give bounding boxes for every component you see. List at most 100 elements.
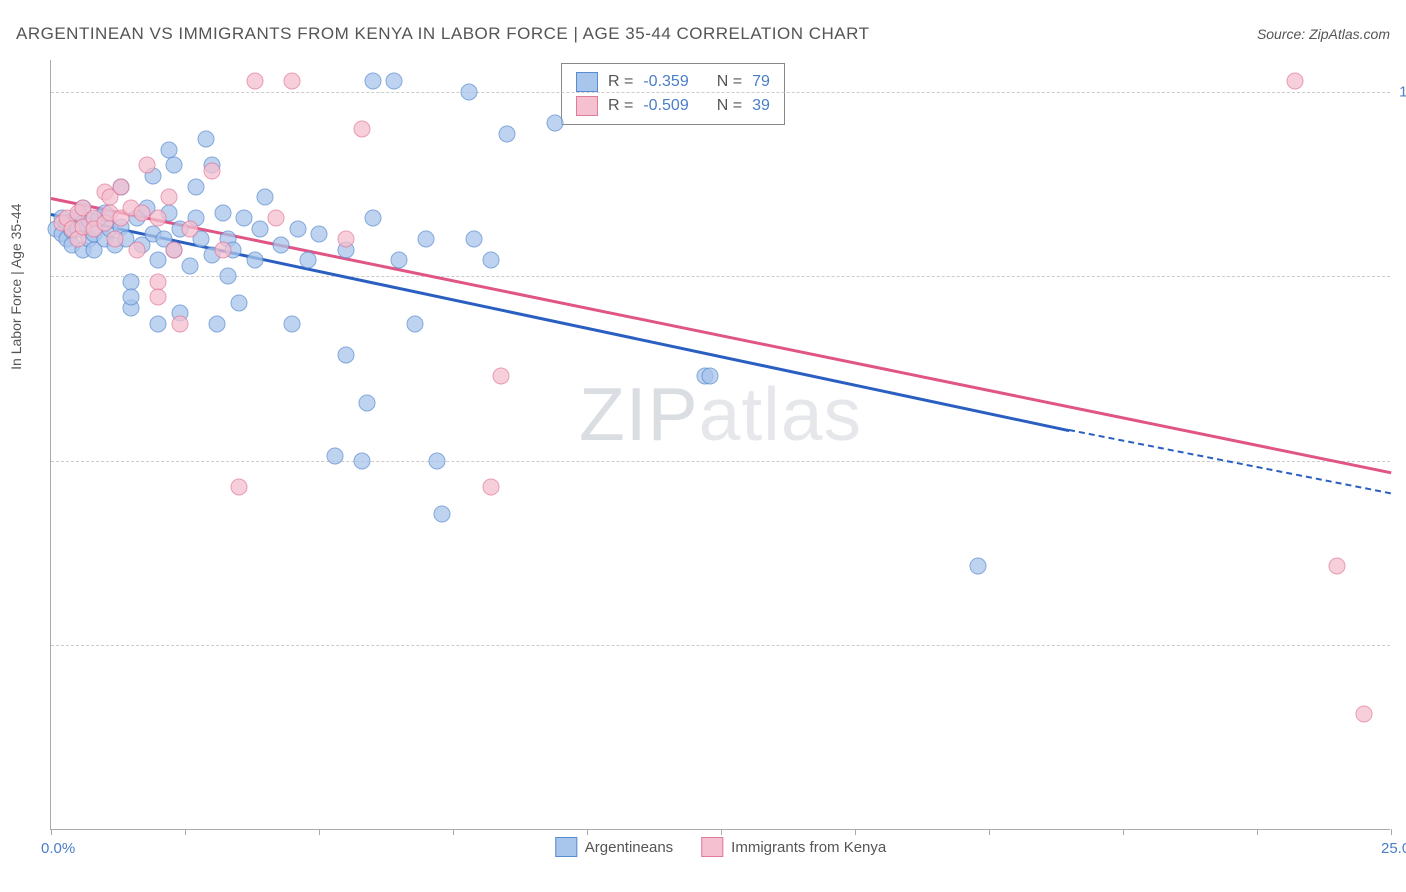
x-tick xyxy=(51,829,52,835)
data-point xyxy=(391,252,408,269)
data-point xyxy=(150,289,167,306)
data-point xyxy=(214,241,231,258)
y-tick-label: 82.5% xyxy=(1395,268,1406,285)
data-point xyxy=(284,315,301,332)
data-point xyxy=(257,189,274,206)
x-tick xyxy=(1257,829,1258,835)
correlation-row-a: R = -0.359 N = 79 xyxy=(576,70,770,94)
x-tick xyxy=(855,829,856,835)
data-point xyxy=(230,294,247,311)
data-point xyxy=(123,289,140,306)
swatch-a xyxy=(576,72,598,92)
data-point xyxy=(359,394,376,411)
data-point xyxy=(418,231,435,248)
data-point xyxy=(1286,73,1303,90)
grid-line-h xyxy=(51,461,1390,462)
legend-item-b: Immigrants from Kenya xyxy=(701,837,886,857)
grid-line-h xyxy=(51,276,1390,277)
data-point xyxy=(353,452,370,469)
y-tick-label: 47.5% xyxy=(1395,637,1406,654)
data-point xyxy=(128,241,145,258)
watermark: ZIPatlas xyxy=(579,371,862,457)
data-point xyxy=(252,220,269,237)
chart-title: ARGENTINEAN VS IMMIGRANTS FROM KENYA IN … xyxy=(16,24,870,44)
data-point xyxy=(219,268,236,285)
x-tick xyxy=(319,829,320,835)
data-point xyxy=(482,479,499,496)
x-tick-label: 25.0% xyxy=(1381,840,1406,857)
trend-line xyxy=(51,197,1391,474)
data-point xyxy=(230,479,247,496)
y-axis-label: In Labor Force | Age 35-44 xyxy=(8,203,24,369)
data-point xyxy=(284,73,301,90)
data-point xyxy=(246,73,263,90)
legend-swatch-a xyxy=(555,837,577,857)
data-point xyxy=(112,178,129,195)
grid-line-h xyxy=(51,92,1390,93)
data-point xyxy=(166,157,183,174)
data-point xyxy=(150,210,167,227)
data-point xyxy=(461,83,478,100)
data-point xyxy=(171,315,188,332)
data-point xyxy=(160,189,177,206)
data-point xyxy=(246,252,263,269)
data-point xyxy=(466,231,483,248)
data-point xyxy=(970,558,987,575)
data-point xyxy=(353,120,370,137)
data-point xyxy=(337,231,354,248)
data-point xyxy=(214,204,231,221)
data-point xyxy=(546,115,563,132)
data-point xyxy=(203,162,220,179)
correlation-legend-box: R = -0.359 N = 79 R = -0.509 N = 39 xyxy=(561,63,785,125)
data-point xyxy=(482,252,499,269)
chart-source: Source: ZipAtlas.com xyxy=(1257,26,1390,42)
data-point xyxy=(407,315,424,332)
data-point xyxy=(386,73,403,90)
legend-label-a: Argentineans xyxy=(585,839,673,856)
data-point xyxy=(1356,705,1373,722)
x-tick xyxy=(185,829,186,835)
legend: Argentineans Immigrants from Kenya xyxy=(555,837,886,857)
data-point xyxy=(235,210,252,227)
data-point xyxy=(182,257,199,274)
data-point xyxy=(187,178,204,195)
data-point xyxy=(1329,558,1346,575)
data-point xyxy=(702,368,719,385)
x-tick-label: 0.0% xyxy=(41,840,75,857)
data-point xyxy=(493,368,510,385)
data-point xyxy=(123,273,140,290)
chart-plot-area: In Labor Force | Age 35-44 ZIPatlas R = … xyxy=(50,60,1390,830)
legend-item-a: Argentineans xyxy=(555,837,673,857)
x-tick xyxy=(989,829,990,835)
data-point xyxy=(198,131,215,148)
data-point xyxy=(160,141,177,158)
x-tick xyxy=(587,829,588,835)
data-point xyxy=(268,210,285,227)
swatch-b xyxy=(576,96,598,116)
data-point xyxy=(139,157,156,174)
legend-swatch-b xyxy=(701,837,723,857)
data-point xyxy=(166,241,183,258)
legend-label-b: Immigrants from Kenya xyxy=(731,839,886,856)
data-point xyxy=(107,231,124,248)
data-point xyxy=(311,226,328,243)
data-point xyxy=(498,125,515,142)
data-point xyxy=(273,236,290,253)
data-point xyxy=(209,315,226,332)
data-point xyxy=(434,505,451,522)
x-tick xyxy=(453,829,454,835)
data-point xyxy=(182,220,199,237)
data-point xyxy=(289,220,306,237)
data-point xyxy=(327,447,344,464)
data-point xyxy=(150,315,167,332)
x-tick xyxy=(1123,829,1124,835)
data-point xyxy=(150,252,167,269)
y-tick-label: 65.0% xyxy=(1395,452,1406,469)
grid-line-h xyxy=(51,645,1390,646)
data-point xyxy=(150,273,167,290)
data-point xyxy=(364,210,381,227)
data-point xyxy=(134,204,151,221)
correlation-row-b: R = -0.509 N = 39 xyxy=(576,94,770,118)
data-point xyxy=(337,347,354,364)
data-point xyxy=(364,73,381,90)
